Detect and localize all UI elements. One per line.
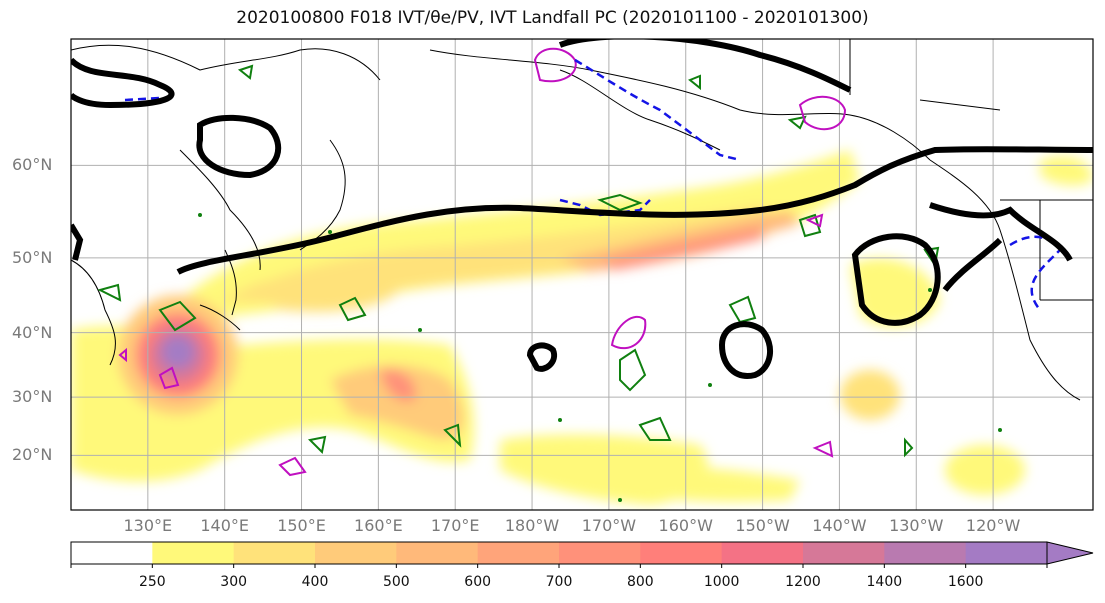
lat-label: 30°N bbox=[12, 387, 53, 407]
colorbar-swatch bbox=[315, 542, 397, 564]
lat-label: 40°N bbox=[12, 322, 53, 342]
colorbar-tick-label: 1400 bbox=[866, 574, 903, 590]
colorbar-swatch bbox=[71, 542, 153, 564]
lon-label: 150°E bbox=[277, 516, 326, 535]
colorbar-swatch bbox=[803, 542, 885, 564]
colorbar-extend-arrow bbox=[1046, 541, 1094, 565]
colorbar-swatch bbox=[721, 542, 804, 564]
colorbar-swatch bbox=[477, 542, 560, 564]
colorbar-tick-label: 800 bbox=[626, 574, 654, 590]
lat-label: 60°N bbox=[12, 155, 53, 175]
lon-label: 160°W bbox=[658, 516, 713, 535]
lon-label: 130°E bbox=[123, 516, 173, 535]
lat-label: 50°N bbox=[12, 247, 53, 267]
colorbar-swatch bbox=[640, 542, 723, 564]
lon-label: 160°E bbox=[354, 516, 403, 535]
lon-label: 150°W bbox=[735, 516, 790, 535]
colorbar-tick-label: 700 bbox=[545, 574, 573, 590]
scattered-markers bbox=[198, 213, 1002, 502]
lat-label: 20°N bbox=[12, 445, 53, 465]
colorbar-swatch bbox=[884, 542, 967, 564]
colorbar-tick-label: 600 bbox=[464, 574, 492, 590]
colorbar-swatch bbox=[233, 542, 316, 564]
lon-label: 130°W bbox=[889, 516, 944, 535]
colorbar-tick-label: 1200 bbox=[785, 574, 821, 590]
coastlines bbox=[71, 39, 1093, 401]
lon-label: 180°W bbox=[504, 516, 560, 535]
colorbar-tick-label: 1600 bbox=[947, 574, 984, 590]
map-panel bbox=[71, 39, 1093, 510]
lon-label: 140°E bbox=[200, 516, 249, 535]
colorbar-tick-label: 400 bbox=[301, 574, 329, 590]
colorbar-swatch bbox=[152, 542, 235, 564]
colorbar bbox=[70, 541, 1094, 568]
map-frame bbox=[70, 38, 1094, 511]
colorbar-tick-label: 1000 bbox=[703, 574, 740, 590]
lon-label: 120°W bbox=[965, 516, 1021, 535]
lon-label: 140°W bbox=[812, 516, 867, 535]
map-title: 2020100800 F018 IVT/θe/PV, IVT Landfall … bbox=[236, 8, 869, 28]
colorbar-tick-label: 250 bbox=[138, 574, 166, 590]
colorbar-tick-label: 300 bbox=[220, 574, 248, 590]
ivt-landfall-contours bbox=[71, 39, 1093, 379]
colorbar-swatch bbox=[559, 542, 641, 564]
colorbar-swatch bbox=[396, 542, 479, 564]
lon-label: 170°W bbox=[581, 516, 637, 535]
colorbar-tick-label: 500 bbox=[382, 574, 410, 590]
colorbar-swatch bbox=[965, 542, 1048, 564]
lon-label: 170°E bbox=[430, 516, 480, 535]
